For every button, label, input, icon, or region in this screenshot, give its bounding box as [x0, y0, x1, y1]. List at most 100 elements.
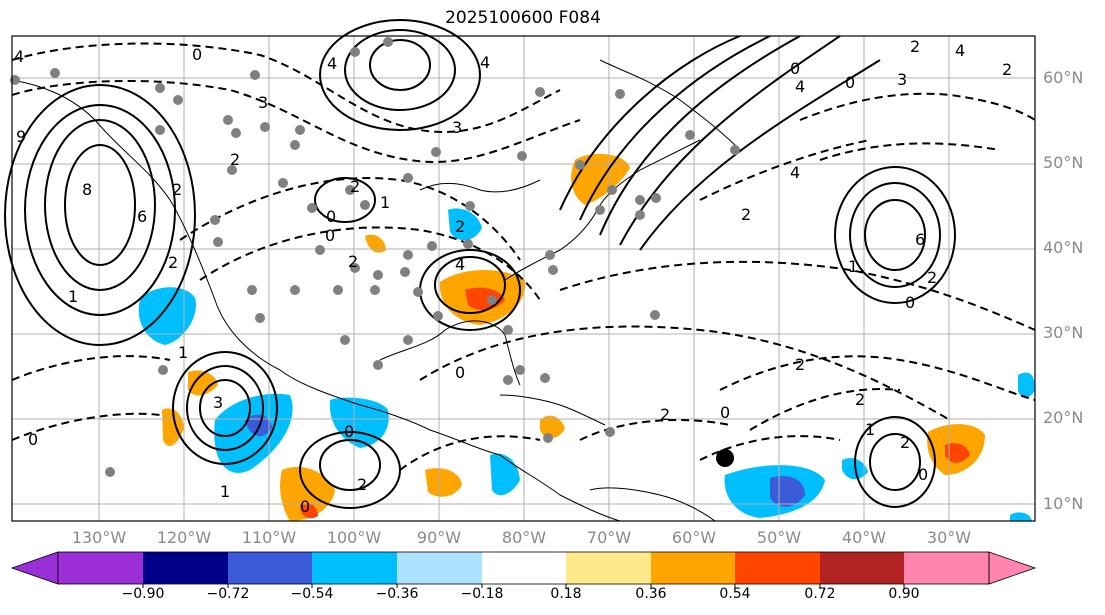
station-markers	[10, 37, 740, 477]
contour-label: 2	[172, 180, 182, 199]
lat-label-20n: 20°N	[1043, 408, 1084, 427]
contour-label: 3	[452, 118, 462, 137]
contour-label: 2	[927, 268, 937, 287]
colorbar-tick-label: 0.72	[804, 586, 836, 602]
contour-label: 4	[455, 255, 465, 274]
contour-label: 1	[68, 287, 78, 306]
contour-label: 4	[327, 54, 337, 73]
coastlines	[11, 59, 741, 522]
colorbar-segment	[143, 552, 228, 584]
lon-label-100w: 100°W	[326, 528, 382, 547]
contour-label: 0	[905, 293, 915, 312]
contour-label: 6	[915, 230, 925, 249]
contour-label: 1	[178, 343, 188, 362]
contour-label: 0	[790, 59, 800, 78]
graticule	[12, 36, 1035, 521]
contour-label: 4	[14, 47, 24, 66]
contour-label: 2	[855, 390, 865, 409]
colorbar-segment	[735, 552, 820, 584]
colorbar-segment	[904, 552, 989, 584]
lon-label-60w: 60°W	[671, 528, 717, 547]
colorbar-segment	[482, 552, 566, 584]
colorbar-segment	[820, 552, 904, 584]
contour-label: 2	[230, 150, 240, 169]
contour-label: 0	[455, 363, 465, 382]
colorbar-segment	[651, 552, 735, 584]
contour-label: 4	[480, 53, 490, 72]
lon-label-90w: 90°W	[416, 528, 462, 547]
lon-label-30w: 30°W	[926, 528, 972, 547]
contour-label: 2	[168, 253, 178, 272]
lat-label-10n: 10°N	[1043, 494, 1084, 513]
colorbar-tick-label: −0.90	[121, 586, 165, 602]
contour-label: 1	[220, 482, 230, 501]
contour-label: 0	[326, 207, 336, 226]
contour-label-group: 4 9 8 6 2 1 4 2 3 0 2 0 3 0 2 0 4 2 4 6 …	[14, 37, 1012, 516]
contour-label: 2	[1002, 60, 1012, 79]
contour-label: 4	[795, 77, 805, 96]
storm-marker	[716, 449, 734, 467]
contour-label: 0	[28, 430, 38, 449]
lat-label-60n: 60°N	[1043, 68, 1084, 87]
contour-label: 2	[900, 433, 910, 452]
colorbar-max-arrow	[988, 551, 1037, 585]
lon-label-120w: 120°W	[156, 528, 212, 547]
contour-label: 1	[848, 257, 858, 276]
map-frame	[11, 35, 1036, 522]
colorbar-segment	[312, 552, 397, 584]
contour-label: 4	[955, 41, 965, 60]
contour-label: 3	[258, 93, 268, 112]
lon-label-70w: 70°W	[586, 528, 632, 547]
contour-label: 0	[918, 465, 928, 484]
contour-label: 0	[720, 403, 730, 422]
contour-label: 4	[790, 163, 800, 182]
colorbar-tick-label: 0.18	[550, 586, 582, 602]
colorbar-tick-label: −0.72	[206, 586, 250, 602]
contour-label: 2	[455, 217, 465, 236]
lat-label-30n: 30°N	[1043, 323, 1084, 342]
colorbar-segment	[58, 552, 143, 584]
contour-label: 2	[348, 252, 358, 271]
colorbar-tick-label: −0.36	[375, 586, 419, 602]
map-panel: 4 9 8 6 2 1 4 2 3 0 2 0 3 0 2 0 4 2 4 6 …	[4, 19, 1036, 522]
contour-label: 0	[300, 497, 310, 516]
lat-label-40n: 40°N	[1043, 238, 1084, 257]
contour-label: 1	[865, 420, 875, 439]
colorbar-tick-label: 0.54	[719, 586, 751, 602]
colorbar-tick-label: 0.90	[888, 586, 920, 602]
lon-label-40w: 40°W	[841, 528, 887, 547]
lon-label-110w: 110°W	[241, 528, 297, 547]
contour-label: 3	[897, 70, 907, 89]
colorbar-segment	[397, 552, 482, 584]
contour-label: 3	[213, 393, 223, 412]
lon-label-80w: 80°W	[501, 528, 547, 547]
colorbar	[10, 551, 1037, 588]
contour-label: 0	[192, 45, 202, 64]
contour-label: 0	[344, 422, 354, 441]
contour-label: 6	[137, 207, 147, 226]
contour-label: 9	[16, 127, 26, 146]
contour-label: 2	[910, 37, 920, 56]
dashed-contours	[11, 42, 1036, 471]
contour-label: 0	[325, 226, 335, 245]
colorbar-tick-label: 0.36	[635, 586, 667, 602]
map-title: 2025100600 F084	[445, 8, 601, 28]
contour-label: 2	[350, 177, 360, 196]
contour-label: 2	[660, 405, 670, 424]
colorbar-min-arrow	[10, 551, 59, 585]
lon-label-50w: 50°W	[756, 528, 802, 547]
colorbar-segment	[228, 552, 312, 584]
contour-label: 1	[380, 193, 390, 212]
contour-label: 2	[795, 355, 805, 374]
colorbar-segment	[566, 552, 651, 584]
contour-label: 0	[845, 73, 855, 92]
colorbar-tick-label: −0.54	[290, 586, 334, 602]
contour-label: 2	[357, 475, 367, 494]
lon-label-130w: 130°W	[71, 528, 127, 547]
shaded-anomalies	[138, 153, 1035, 521]
contour-label: 8	[82, 180, 92, 199]
colorbar-tick-label: −0.18	[460, 586, 504, 602]
lat-label-50n: 50°N	[1043, 153, 1084, 172]
contour-label: 2	[741, 205, 751, 224]
